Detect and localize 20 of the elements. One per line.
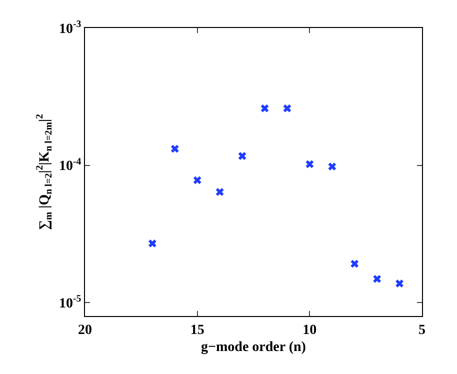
x-axis-title: g−mode order (n) (201, 340, 306, 356)
point (373, 274, 382, 283)
y-tick-label: 10$^{-3}$ (59, 19, 82, 37)
point (260, 104, 269, 112)
x-tick-label: 5 (418, 322, 426, 338)
point (193, 176, 202, 184)
y-tick-label: 10$^{-4}$ (59, 156, 82, 174)
point (148, 239, 156, 248)
point (170, 144, 179, 153)
point (238, 152, 246, 160)
point (283, 104, 292, 112)
x-tick-label: 20 (78, 322, 92, 338)
x-tick-label: 10 (302, 322, 317, 338)
point (396, 280, 404, 288)
point (328, 162, 336, 171)
point (216, 188, 224, 196)
y-tick-label: 10$^{-5}$ (59, 294, 82, 312)
x-tick-label: 15 (190, 322, 204, 338)
point (306, 160, 314, 168)
point (350, 260, 359, 268)
